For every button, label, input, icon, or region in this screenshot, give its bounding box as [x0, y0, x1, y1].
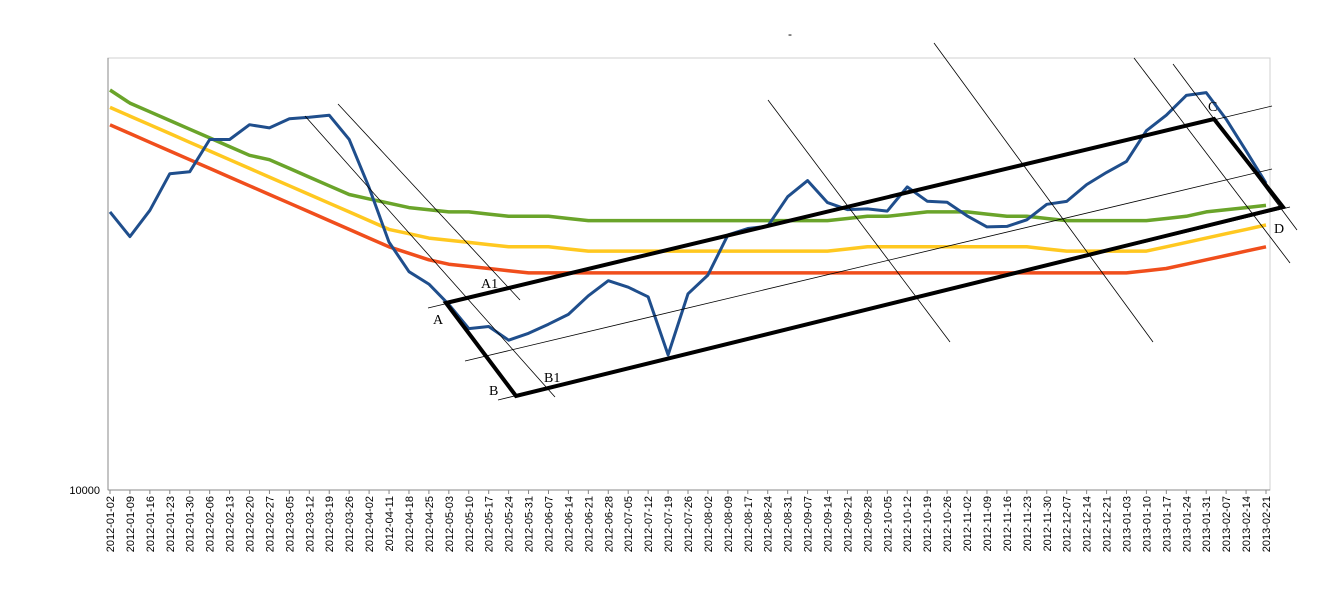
- x-tick-label: 2013-02-07: [1221, 496, 1233, 552]
- x-tick-label: 2012-12-07: [1062, 496, 1074, 552]
- ma-red-line: [109, 123, 1267, 275]
- annotation-labels: A1 A B1 B C D: [433, 100, 1284, 399]
- x-tick-label: 2012-05-17: [484, 496, 496, 552]
- channel-mid-line: [464, 168, 1273, 362]
- x-tick-label: 2012-11-02: [962, 496, 974, 551]
- ma-yellow-line: [109, 105, 1267, 253]
- x-tick-label: 2012-04-02: [364, 496, 376, 552]
- x-tick-label: 2012-09-07: [803, 496, 815, 552]
- x-tick-label: 2013-01-03: [1121, 496, 1133, 552]
- x-tick-label: 2012-03-19: [324, 496, 336, 552]
- x-tick-label: 2012-09-14: [823, 496, 835, 552]
- y-axis-label: 10000: [69, 485, 100, 497]
- x-axis-ticks: 2012-01-02 2012-01-09 2012-01-16 2012-01-23…: [105, 490, 1273, 552]
- trend-line-thin-5: [1133, 57, 1291, 264]
- x-tick-label: 2012-03-26: [344, 496, 356, 552]
- x-tick-label: 2013-01-24: [1181, 496, 1193, 552]
- series-layer: [108, 88, 1268, 357]
- x-tick-label: 2012-02-20: [245, 496, 257, 552]
- x-tick-label: 2012-05-03: [444, 496, 456, 552]
- x-tick-label: 2012-12-21: [1102, 496, 1114, 552]
- label-a1: A1: [481, 277, 498, 292]
- trend-line-thin-4: [933, 42, 1154, 343]
- x-tick-label: 2012-05-24: [504, 496, 516, 552]
- x-tick-label: 2012-09-28: [862, 496, 874, 552]
- x-tick-label: 2012-03-12: [304, 496, 316, 552]
- x-tick-label: 2012-08-02: [703, 496, 715, 552]
- x-tick-label: 2012-08-24: [763, 496, 775, 552]
- x-tick-label: 2012-11-09: [982, 496, 994, 551]
- x-tick-label: 2012-03-05: [284, 496, 296, 552]
- x-tick-label: 2013-01-10: [1141, 496, 1153, 552]
- x-tick-label: 2012-05-31: [524, 496, 536, 552]
- x-tick-label: 2012-01-23: [165, 496, 177, 552]
- x-tick-label: 2012-07-05: [623, 496, 635, 552]
- label-a: A: [433, 313, 444, 328]
- x-tick-label: 2012-07-19: [663, 496, 675, 552]
- trend-line-thin-3: [767, 99, 951, 343]
- x-tick-label: 2012-05-10: [464, 496, 476, 552]
- channel-box: [442, 116, 1287, 399]
- x-tick-label: 2012-10-12: [902, 496, 914, 552]
- x-tick-label: 2012-06-14: [563, 496, 575, 552]
- x-tick-label: 2012-02-13: [225, 496, 237, 552]
- x-tick-label: 2012-01-16: [145, 496, 157, 552]
- x-tick-label: 2012-12-14: [1082, 496, 1094, 552]
- ma-green-line: [109, 88, 1267, 223]
- x-tick-label: 2012-11-30: [1042, 496, 1054, 551]
- x-tick-label: 2012-09-21: [842, 496, 854, 552]
- x-tick-label: 2012-11-16: [1002, 496, 1014, 551]
- x-tick-label: 2012-08-09: [723, 496, 735, 552]
- x-tick-label: 2012-10-05: [882, 496, 894, 552]
- x-tick-label: 2012-06-21: [583, 496, 595, 552]
- x-tick-label: 2012-07-12: [643, 496, 655, 552]
- x-tick-label: 2012-02-27: [264, 496, 276, 552]
- label-b: B: [489, 384, 498, 399]
- x-tick-label: 2012-02-06: [205, 496, 217, 552]
- x-tick-label: 2012-01-30: [185, 496, 197, 552]
- label-b1: B1: [544, 371, 560, 386]
- x-tick-label: 2012-07-26: [683, 496, 695, 552]
- x-tick-label: 2012-04-11: [384, 496, 396, 551]
- trend-annotations: [304, 42, 1298, 401]
- x-tick-label: 2012-08-31: [783, 496, 795, 552]
- x-tick-label: 2013-01-31: [1201, 496, 1213, 552]
- label-c: C: [1208, 100, 1217, 115]
- x-tick-label: 2012-08-17: [743, 496, 755, 552]
- x-tick-label: 2013-01-17: [1161, 496, 1173, 552]
- x-tick-label: 2012-04-25: [424, 496, 436, 552]
- price-line: [108, 91, 1268, 357]
- label-d: D: [1274, 222, 1284, 237]
- trend-line-thin-2: [337, 103, 521, 301]
- x-tick-label: 2012-10-26: [942, 496, 954, 552]
- x-tick-label: 2012-04-18: [404, 496, 416, 552]
- trend-line-thin-1: [304, 115, 556, 398]
- x-tick-label: 2012-10-19: [922, 496, 934, 552]
- x-tick-label: 2012-06-28: [603, 496, 615, 552]
- x-tick-label: 2013-02-14: [1241, 496, 1253, 552]
- x-tick-label: 2012-11-23: [1022, 496, 1034, 551]
- x-tick-label: 2012-01-02: [105, 496, 117, 552]
- x-tick-label: 2012-06-07: [543, 496, 555, 552]
- x-tick-label: 2013-02-21: [1261, 496, 1273, 552]
- chart-title: -: [788, 27, 792, 41]
- x-tick-label: 2012-01-09: [125, 496, 137, 552]
